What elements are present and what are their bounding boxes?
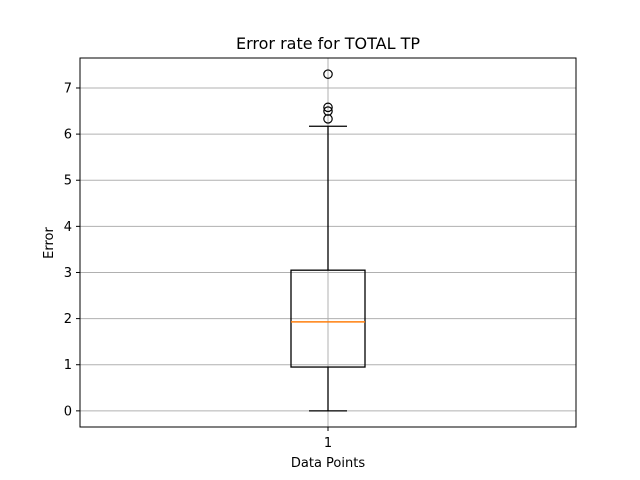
y-tick-label: 5: [64, 174, 72, 189]
y-tick-label: 3: [64, 266, 72, 281]
y-tick-label: 6: [64, 128, 72, 143]
outlier-point: [323, 69, 333, 79]
y-tick-label: 2: [64, 312, 72, 327]
x-axis-label: Data Points: [291, 456, 365, 471]
x-tick-label: 1: [324, 436, 332, 451]
box-iqr: [290, 269, 366, 368]
y-axis-label: Error: [42, 227, 57, 259]
outlier-point: [323, 106, 333, 116]
y-tick-label: 7: [64, 81, 72, 96]
chart-title: Error rate for TOTAL TP: [236, 34, 420, 53]
boxes: [290, 69, 366, 412]
y-tick-label: 1: [64, 358, 72, 373]
outlier-point: [323, 102, 333, 113]
y-ticks: 0 1 2 3 4 5 6 7: [64, 81, 80, 419]
x-ticks: 1: [324, 427, 332, 451]
y-tick-label: 0: [64, 404, 72, 419]
y-tick-label: 4: [64, 220, 72, 235]
